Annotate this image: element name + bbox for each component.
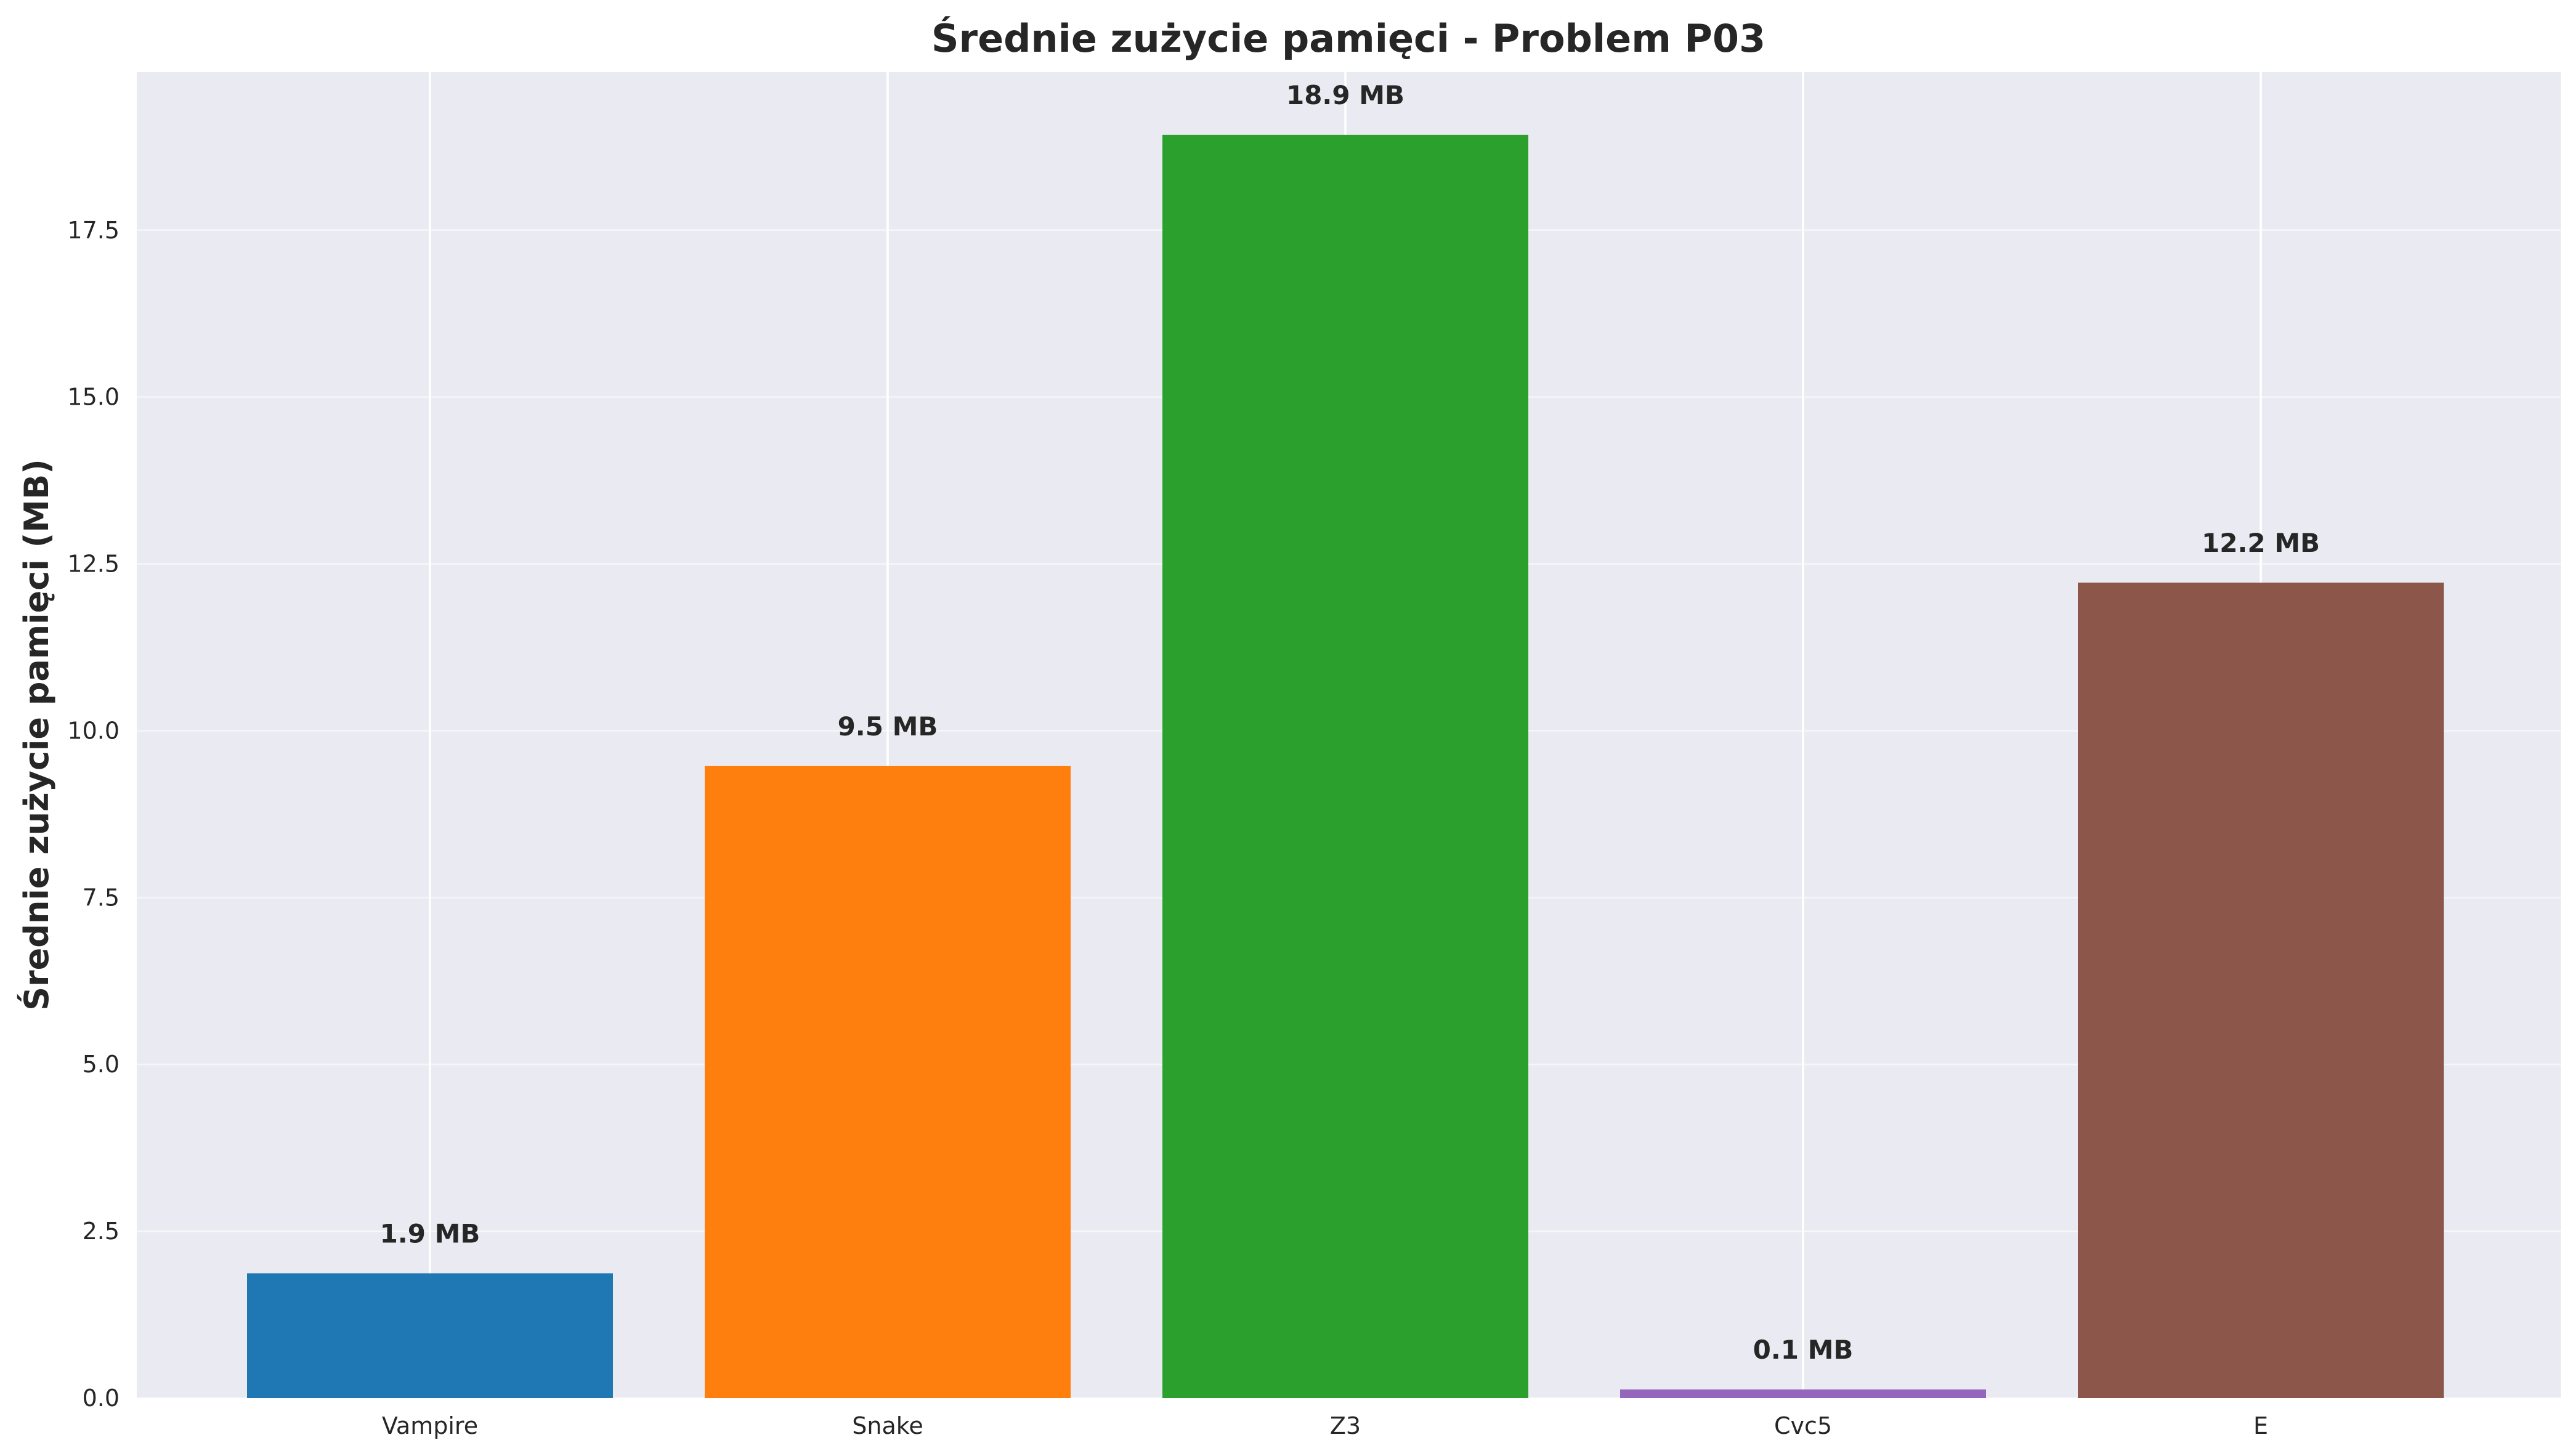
y-tick-label: 17.5 (67, 217, 120, 244)
data-label: 1.9 MB (380, 1218, 480, 1248)
y-axis-label: Średnie zużycie pamięci (MB) (17, 459, 56, 1011)
y-tick-label: 10.0 (67, 717, 120, 744)
x-tick-label: Z3 (1330, 1412, 1361, 1439)
bar-cvc5 (1620, 1389, 1986, 1398)
y-tick-label: 0.0 (83, 1385, 120, 1412)
data-label: 0.1 MB (1753, 1335, 1854, 1365)
x-tick-label: Cvc5 (1774, 1412, 1832, 1439)
data-label: 12.2 MB (2202, 528, 2320, 558)
data-label: 18.9 MB (1286, 80, 1405, 110)
x-axis-ticks: Vampire Snake Z3 Cvc5 E (382, 1412, 2268, 1439)
bars (247, 134, 2444, 1399)
x-tick-label: Vampire (382, 1412, 478, 1439)
bar-e (2078, 582, 2444, 1398)
chart-title: Średnie zużycie pamięci - Problem P03 (931, 16, 1765, 61)
data-labels: 1.9 MB 9.5 MB 18.9 MB 0.1 MB 12.2 MB (380, 80, 2320, 1365)
y-tick-label: 15.0 (67, 384, 120, 411)
y-tick-label: 12.5 (67, 551, 120, 578)
x-tick-label: Snake (852, 1412, 923, 1439)
y-tick-label: 7.5 (83, 884, 120, 911)
bar-vampire (247, 1273, 613, 1398)
x-tick-label: E (2253, 1412, 2268, 1439)
y-tick-label: 5.0 (83, 1051, 120, 1078)
bar-snake (705, 766, 1071, 1398)
data-label: 9.5 MB (838, 711, 938, 742)
bar-z3 (1162, 134, 1528, 1399)
y-axis-ticks: 0.0 2.5 5.0 7.5 10.0 12.5 15.0 17.5 (67, 217, 120, 1412)
y-tick-label: 2.5 (83, 1218, 120, 1245)
